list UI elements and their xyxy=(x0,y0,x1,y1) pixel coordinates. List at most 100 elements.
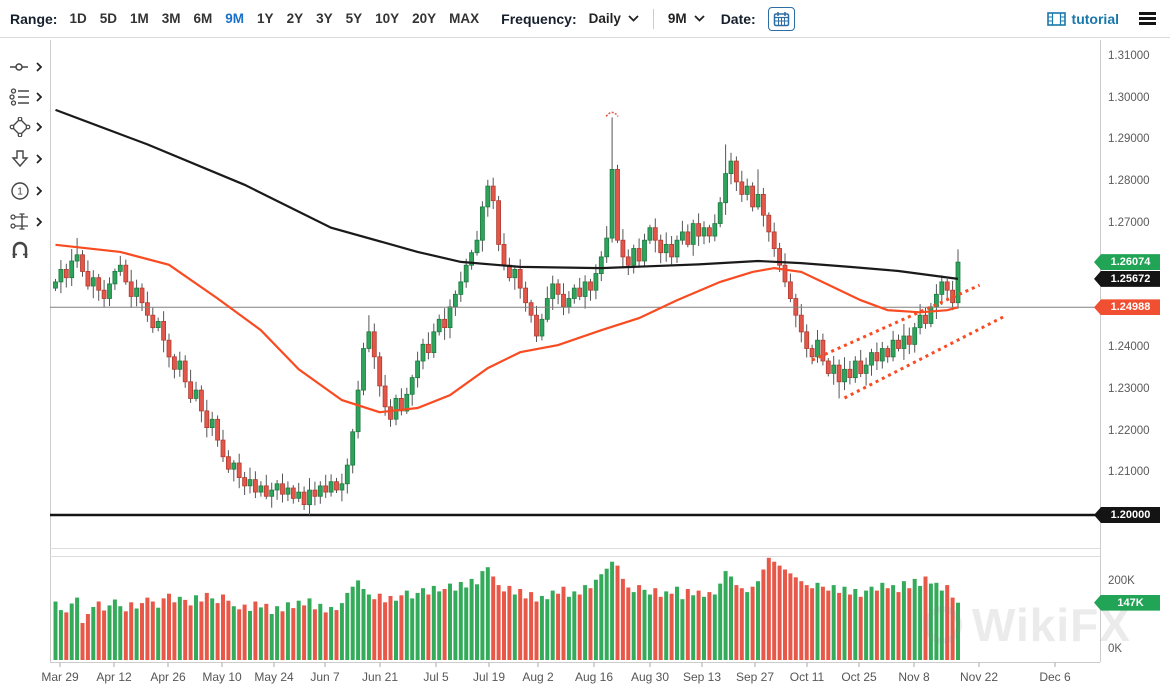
magnet-snap-tool[interactable] xyxy=(9,239,31,261)
candle xyxy=(339,473,345,502)
volume-bar xyxy=(475,584,479,660)
arrow-marker-tool[interactable] xyxy=(9,149,42,169)
candle xyxy=(258,481,264,497)
candle xyxy=(815,330,820,363)
candle xyxy=(366,315,372,353)
volume-bar xyxy=(642,589,647,660)
volume-bar xyxy=(150,601,155,660)
volume-bar xyxy=(91,607,96,660)
volume-bar xyxy=(831,585,836,660)
candle xyxy=(901,324,907,360)
compare-measure-tool[interactable] xyxy=(9,212,42,232)
volume-bar xyxy=(426,594,431,660)
volume-bar xyxy=(134,608,139,660)
range-option-2Y[interactable]: 2Y xyxy=(286,11,304,26)
candle xyxy=(377,352,383,397)
volume-bar xyxy=(604,568,609,660)
candle xyxy=(788,273,793,303)
candle xyxy=(474,230,480,256)
volume-bar xyxy=(394,600,398,660)
volume-bar xyxy=(264,603,269,660)
range-option-20Y[interactable]: 20Y xyxy=(412,11,437,26)
candle xyxy=(766,212,772,242)
volume-bar xyxy=(707,592,712,660)
volume-bar xyxy=(366,594,371,660)
volume-bar xyxy=(637,585,642,660)
range-option-10Y[interactable]: 10Y xyxy=(375,11,400,26)
candle xyxy=(123,259,129,285)
range-option-5Y[interactable]: 5Y xyxy=(345,11,363,26)
range-option-3Y[interactable]: 3Y xyxy=(316,11,333,26)
volume-bar xyxy=(329,607,334,660)
frequency-select[interactable]: Daily xyxy=(589,11,639,26)
date-picker-button[interactable] xyxy=(767,6,795,31)
volume-bar xyxy=(161,598,166,660)
range-option-MAX[interactable]: MAX xyxy=(449,11,480,26)
fibonacci-list-tool[interactable] xyxy=(9,87,42,107)
range-option-1M[interactable]: 1M xyxy=(129,11,149,26)
fibonacci-list-icon xyxy=(9,88,29,106)
candle xyxy=(804,324,810,358)
candle xyxy=(793,293,799,328)
volume-bar xyxy=(685,589,690,660)
volume-bar xyxy=(826,590,831,660)
volume-bar xyxy=(437,591,442,660)
trend-line-tool[interactable] xyxy=(9,57,42,77)
candle xyxy=(85,260,91,290)
candle xyxy=(598,251,604,282)
shape-tool[interactable] xyxy=(9,117,42,137)
range-option-9M[interactable]: 9M xyxy=(225,11,245,26)
volume-bar xyxy=(550,590,555,660)
volume-bar xyxy=(615,565,620,660)
candle xyxy=(382,374,388,416)
candle xyxy=(571,284,577,304)
volume-bar xyxy=(729,576,733,660)
candle xyxy=(463,258,469,288)
candle xyxy=(663,232,669,262)
circled-one-icon: 1 xyxy=(11,182,29,200)
period-value: 9M xyxy=(667,11,687,26)
volume-bar xyxy=(485,567,490,660)
period-select[interactable]: 9M xyxy=(668,11,705,26)
range-option-1Y[interactable]: 1Y xyxy=(257,11,274,26)
candle xyxy=(58,260,64,294)
volume-bar xyxy=(112,599,117,660)
volume-bar xyxy=(956,602,960,660)
chevron-down-icon xyxy=(694,15,705,22)
range-option-6M[interactable]: 6M xyxy=(193,11,213,26)
candle xyxy=(734,156,739,191)
menu-icon[interactable] xyxy=(1137,10,1158,27)
candle xyxy=(906,327,912,355)
chevron-right-icon xyxy=(36,217,42,227)
volume-bar xyxy=(588,588,593,660)
volume-bar xyxy=(820,586,825,660)
volume-bar xyxy=(534,601,539,660)
volume-bar xyxy=(226,600,231,660)
range-option-3M[interactable]: 3M xyxy=(161,11,181,26)
candle xyxy=(680,220,685,245)
candle xyxy=(831,355,837,385)
candle xyxy=(809,344,815,365)
volume-bar xyxy=(669,593,674,660)
drawing-toolbar: 1 xyxy=(0,38,50,662)
candle xyxy=(193,381,199,402)
candle xyxy=(750,182,755,212)
candle xyxy=(134,279,140,307)
candle xyxy=(144,291,150,322)
candle xyxy=(96,273,102,301)
range-option-5D[interactable]: 5D xyxy=(99,11,117,26)
tutorial-link[interactable]: tutorial xyxy=(1046,11,1119,27)
volume-bar xyxy=(167,593,171,660)
candle xyxy=(247,467,253,494)
volume-bar xyxy=(512,594,517,660)
annotation-number-tool[interactable]: 1 xyxy=(9,181,42,201)
candle xyxy=(944,278,950,300)
candle xyxy=(280,473,285,503)
range-option-1D[interactable]: 1D xyxy=(69,11,87,26)
volume-bar xyxy=(399,595,404,660)
volume-bar xyxy=(253,601,258,660)
candle xyxy=(301,486,307,510)
volume-bar xyxy=(442,589,447,660)
